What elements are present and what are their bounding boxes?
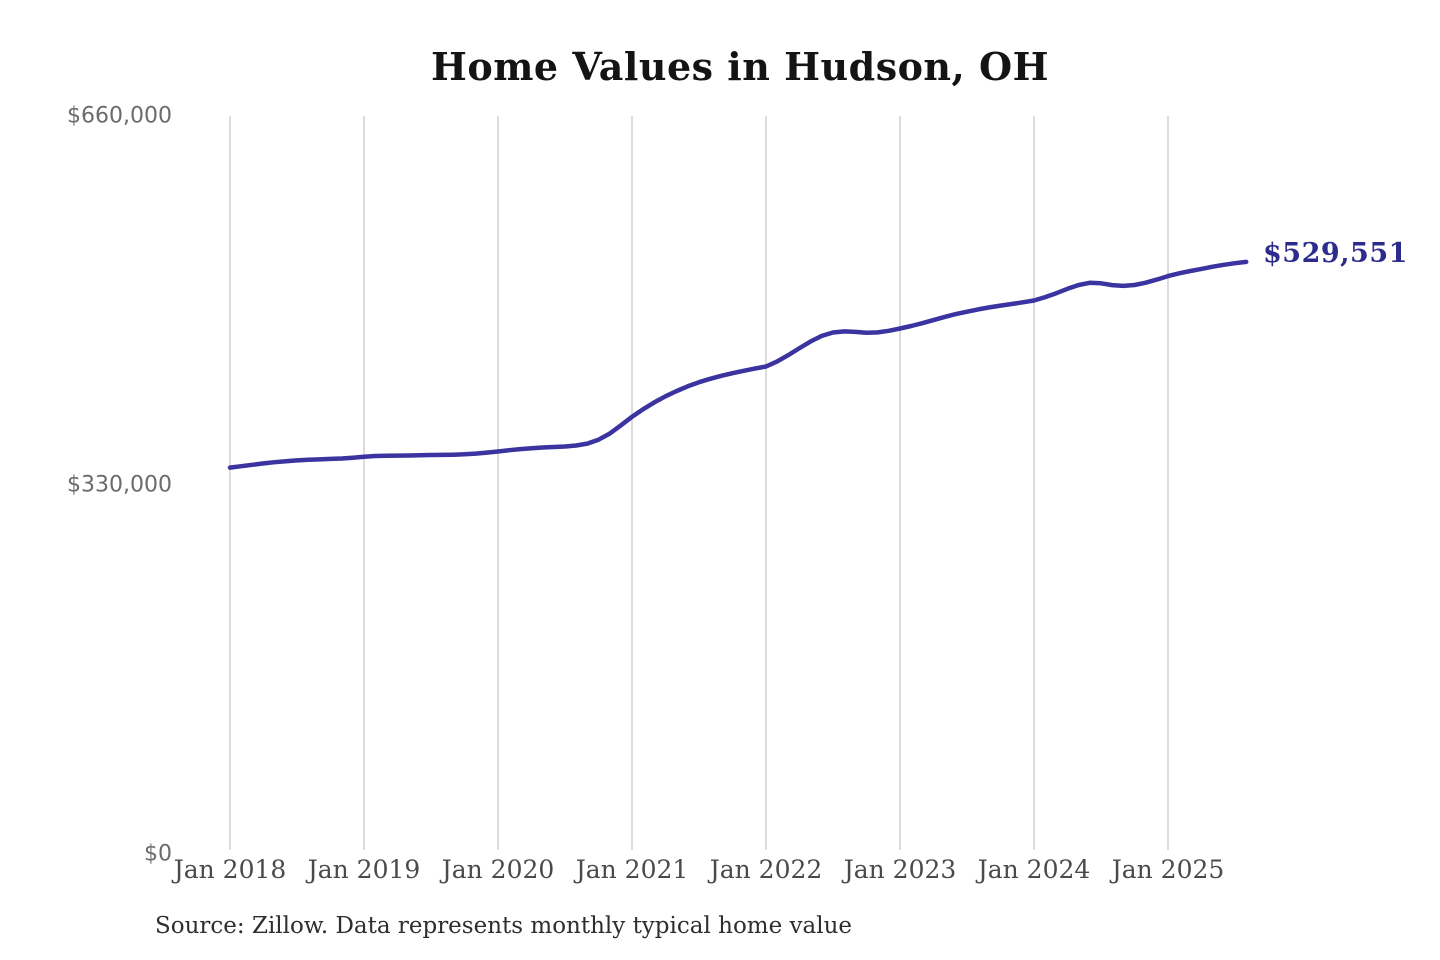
chart-title: Home Values in Hudson, OH bbox=[430, 44, 1050, 89]
x-axis-label: Jan 2021 bbox=[575, 855, 689, 884]
home-value-line bbox=[227, 259, 1249, 470]
x-axis-label: Jan 2020 bbox=[441, 855, 555, 884]
end-value-label: $529,551 bbox=[1263, 238, 1408, 269]
x-axis-label: Jan 2018 bbox=[173, 855, 287, 884]
x-axis-label: Jan 2025 bbox=[1111, 855, 1225, 884]
gridlines-group bbox=[229, 116, 1169, 850]
y-axis-label: $330,000 bbox=[67, 472, 172, 498]
y-axis-label: $660,000 bbox=[67, 103, 172, 129]
x-axis-label: Jan 2023 bbox=[843, 855, 957, 884]
x-axis-label: Jan 2024 bbox=[977, 855, 1091, 884]
x-axis-label: Jan 2019 bbox=[307, 855, 421, 884]
y-axis-label: $0 bbox=[144, 841, 172, 867]
x-axis-label: Jan 2022 bbox=[709, 855, 823, 884]
source-note: Source: Zillow. Data represents monthly … bbox=[155, 913, 853, 939]
